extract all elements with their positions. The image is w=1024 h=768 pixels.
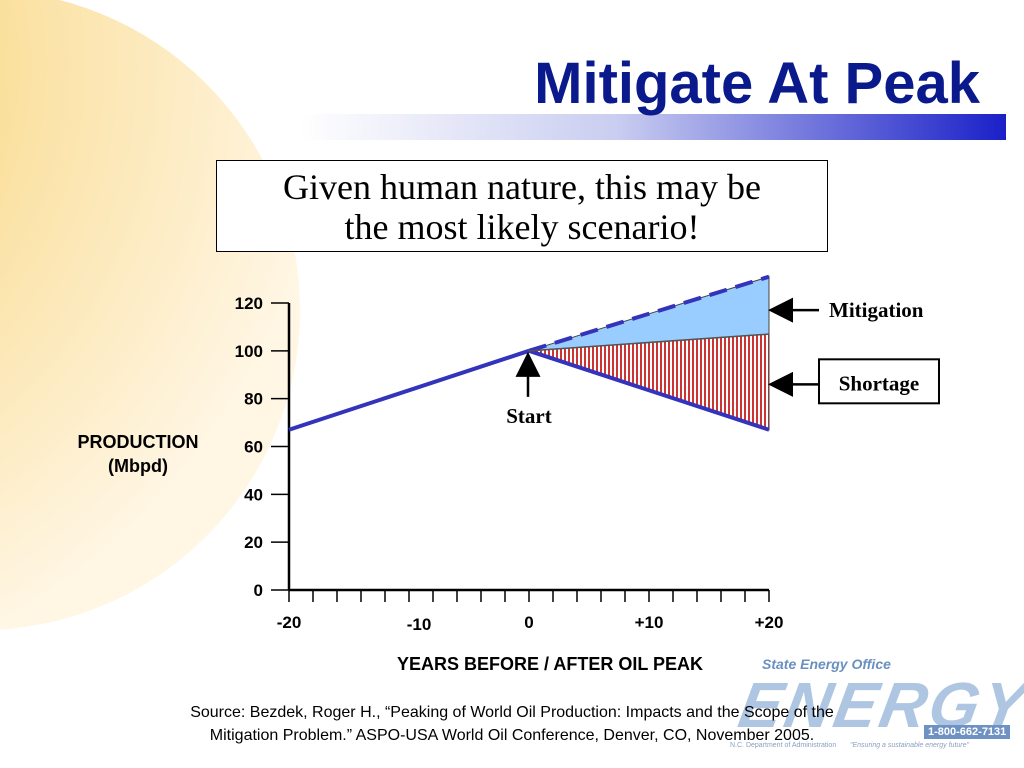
logo-department: N.C. Department of Administration: [730, 742, 837, 749]
chart-ticks: [271, 302, 770, 602]
shortage-label: Shortage: [839, 371, 920, 395]
mitigation-label: Mitigation: [829, 298, 924, 322]
y-tick-label: 80: [244, 390, 263, 409]
start-label: Start: [506, 404, 552, 428]
slide-title: Mitigate At Peak: [534, 51, 980, 116]
x-tick-label: +10: [635, 613, 664, 632]
energy-office-logo: State Energy Office ENERGY 1-800-662-713…: [730, 656, 1024, 756]
y-tick-label: 120: [235, 294, 263, 313]
chart-regions: [528, 276, 770, 431]
y-axis-label: PRODUCTION (Mbpd): [50, 430, 226, 478]
chart-lines: [288, 274, 770, 432]
logo-tagline: "Ensuring a sustainable energy future": [850, 742, 969, 749]
series-line-mitigated: [528, 333, 770, 352]
x-tick-label: +20: [755, 613, 784, 632]
callout-line-2: the most likely scenario!: [344, 207, 700, 247]
logo-phone: 1-800-662-7131: [924, 725, 1011, 739]
chart-tick-labels: 0 20 40 60 80 100 120 -20 -10 0 +10 +20: [235, 294, 784, 634]
chart-annotations: Mitigation Shortage Start: [506, 297, 940, 428]
y-tick-label: 60: [244, 438, 263, 457]
series-line-solid: [528, 348, 770, 432]
series-line-dashed: [528, 274, 770, 353]
logo-org-name: State Energy Office: [762, 656, 891, 672]
decorative-sun-circle: [0, 0, 300, 630]
source-line-1: Source: Bezdek, Roger H., “Peaking of Wo…: [190, 704, 834, 721]
y-tick-label: 20: [244, 533, 263, 552]
shortage-label-box: [818, 358, 940, 405]
y-axis-label-line-1: PRODUCTION: [77, 432, 199, 452]
x-tick-label: -20: [277, 613, 302, 632]
title-underline-bar: [300, 114, 1006, 140]
callout-box: Given human nature, this may be the most…: [216, 160, 828, 252]
source-citation: Source: Bezdek, Roger H., “Peaking of Wo…: [30, 701, 994, 747]
x-tick-label: -10: [407, 615, 432, 634]
y-tick-label: 40: [244, 485, 263, 504]
callout-line-1: Given human nature, this may be: [283, 167, 761, 207]
y-tick-label: 0: [254, 581, 263, 600]
source-line-2: Mitigation Problem.” ASPO-USA World Oil …: [209, 727, 815, 744]
y-tick-label: 100: [235, 342, 263, 361]
x-tick-label: 0: [524, 613, 533, 632]
x-axis-label: YEARS BEFORE / AFTER OIL PEAK: [396, 654, 704, 674]
series-line-solid: [288, 348, 530, 432]
y-axis-label-line-2: (Mbpd): [108, 456, 168, 476]
